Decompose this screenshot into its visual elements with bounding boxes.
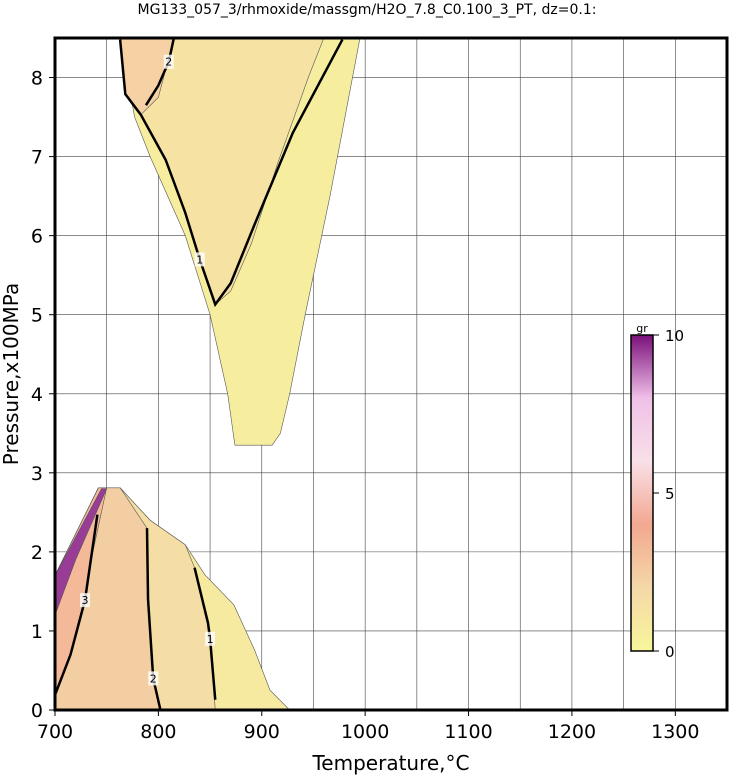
x-tick-label: 700 [37,721,73,743]
chart-title: MG133_057_3/rhmoxide/massgm/H2O_7.8_C0.1… [138,2,597,18]
x-tick-label: 800 [140,721,176,743]
contour-region [55,488,108,616]
contour-label: 3 [81,594,88,607]
x-tick-label: 900 [244,721,280,743]
x-tick-label: 1100 [444,721,492,743]
y-axis-label: Pressure,x100MPa [0,283,23,465]
y-tick-label: 1 [31,621,43,643]
y-tick-label: 5 [31,305,43,327]
y-tick-label: 7 [31,147,43,169]
contour-label-bg [163,54,174,69]
colorbar-tick-label: 0 [665,643,675,661]
x-tick-label: 1300 [651,721,699,743]
contour-label-bg [148,671,159,686]
contour-label-bg [79,593,90,608]
contour-label: 1 [207,633,214,646]
contour-label-bg [205,631,216,646]
y-tick-label: 0 [31,700,43,722]
plot: 1 2 3 2 1 [55,38,727,710]
x-axis-label: Temperature,°C [311,751,469,775]
colorbar-label: gr [636,322,648,335]
y-tick-label: 2 [31,542,43,564]
plot-frame [53,36,729,712]
y-tick-label: 3 [31,463,43,485]
contour-line [144,38,176,106]
colorbar [630,334,654,652]
contour-label: 2 [150,672,157,685]
contour-label: 1 [196,253,203,266]
colorbar-tick-label: 10 [665,327,684,345]
x-tick-label: 1000 [341,721,389,743]
contour-label-bg [194,252,205,267]
y-tick-label: 4 [31,384,43,406]
y-tick-label: 8 [31,68,43,90]
y-tick-label: 6 [31,226,43,248]
contour-line [145,528,162,710]
contour-label: 2 [165,56,172,69]
colorbar-tick-label: 5 [665,485,675,503]
contour-line [55,514,99,696]
x-tick-label: 1200 [548,721,596,743]
contour-line [193,567,217,700]
